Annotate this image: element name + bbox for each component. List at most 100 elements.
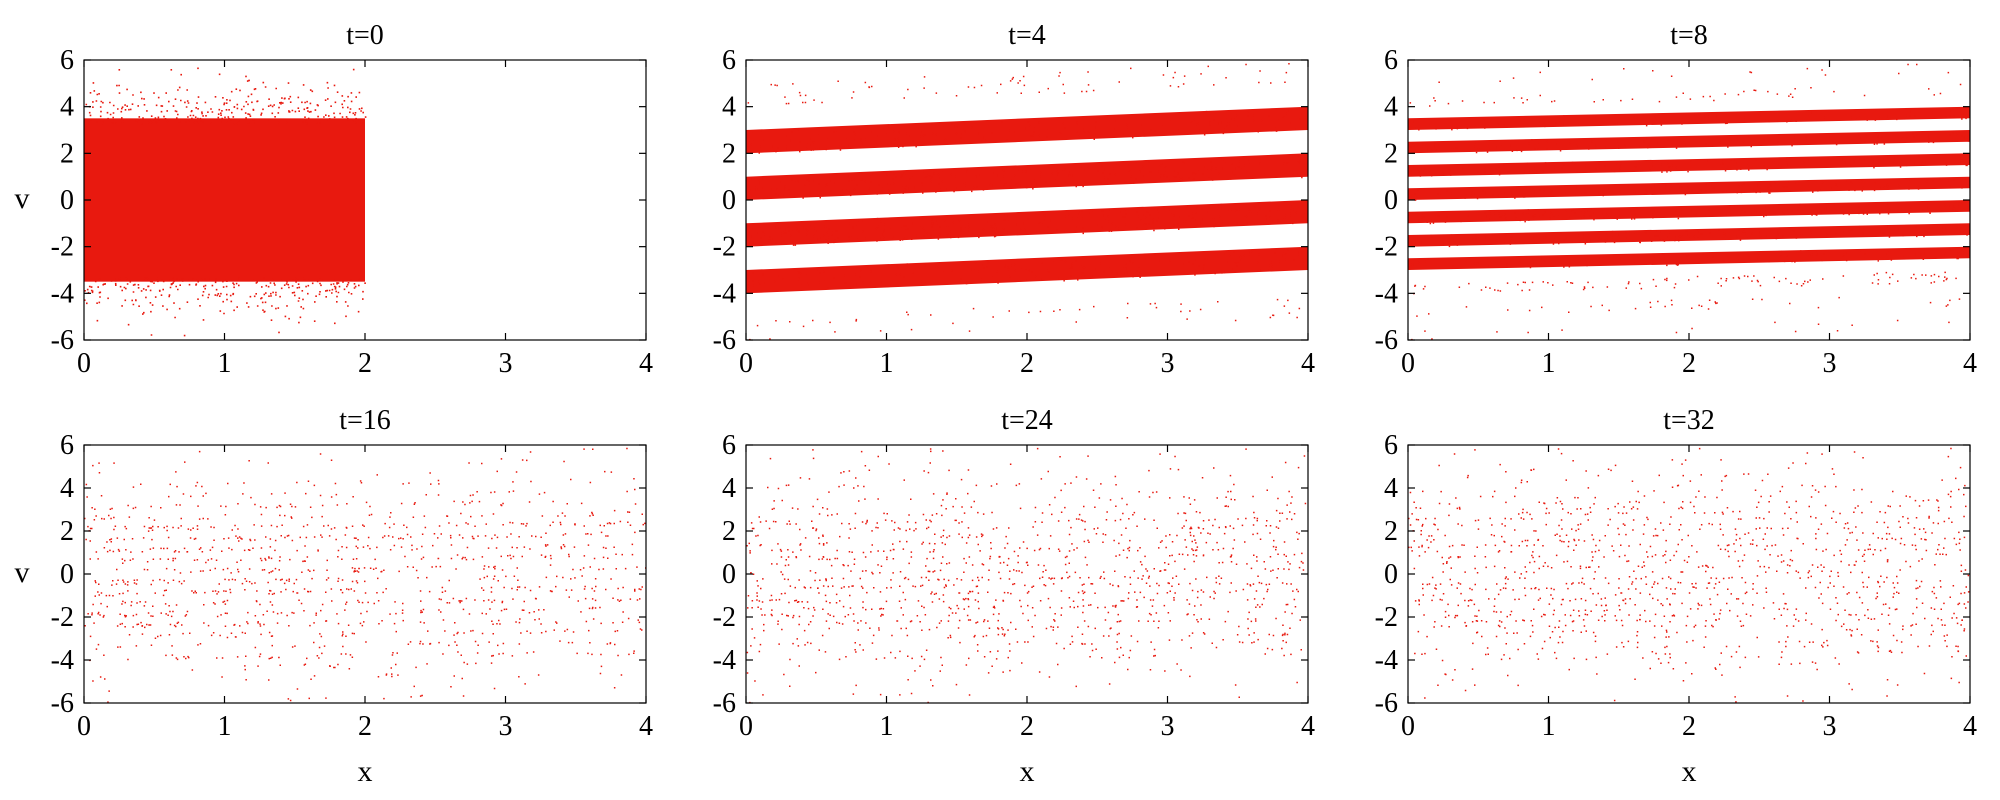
y-tick-label: 2: [60, 516, 74, 547]
scatter-points: [84, 68, 366, 337]
scatter-markers: [1408, 439, 1971, 707]
y-tick-label: -6: [51, 688, 74, 719]
y-tick-label: 4: [722, 473, 736, 504]
band: [746, 200, 1308, 247]
band-fills: [1408, 107, 1970, 270]
y-tick-label: 6: [1384, 430, 1398, 461]
y-tick-label: 4: [722, 92, 736, 123]
y-tick-label: 4: [1384, 473, 1398, 504]
x-tick-label: 3: [1161, 711, 1175, 742]
band: [1408, 153, 1970, 176]
x-tick-label: 3: [1161, 348, 1175, 379]
scatter-markers: [1408, 54, 1971, 345]
y-tick-label: -6: [51, 325, 74, 356]
y-tick-label: 0: [60, 559, 74, 590]
scatter-points: [1408, 439, 1971, 707]
band: [1408, 200, 1970, 223]
y-tick-label: -2: [1375, 602, 1398, 633]
plot-frame: [746, 60, 1308, 340]
y-tick-label: 2: [1384, 138, 1398, 169]
x-tick-label: 2: [358, 711, 372, 742]
x-tick-label: 1: [218, 711, 232, 742]
panel-title: t=0: [346, 20, 384, 51]
y-tick-label: 4: [1384, 92, 1398, 123]
y-tick-label: 6: [1384, 45, 1398, 76]
x-axis-label: x: [1020, 755, 1035, 788]
x-tick-label: 0: [739, 711, 753, 742]
x-tick-label: 2: [1020, 711, 1034, 742]
band: [1408, 107, 1970, 130]
y-tick-label: -4: [1375, 278, 1398, 309]
y-tick-label: -2: [51, 232, 74, 263]
x-tick-label: 0: [77, 348, 91, 379]
y-tick-label: 6: [60, 430, 74, 461]
x-tick-label: 3: [1823, 348, 1837, 379]
y-tick-label: -2: [713, 602, 736, 633]
plot-frame: [746, 445, 1308, 703]
y-tick-label: -4: [51, 645, 74, 676]
band: [746, 107, 1308, 154]
scatter-markers: [747, 63, 1310, 340]
y-axis-label: v: [15, 556, 30, 589]
x-tick-label: 4: [1301, 711, 1315, 742]
x-tick-label: 0: [1401, 348, 1415, 379]
y-tick-label: -4: [1375, 645, 1398, 676]
y-tick-label: 6: [60, 45, 74, 76]
y-axis-label: v: [15, 182, 30, 215]
panel-title: t=24: [1001, 405, 1053, 436]
y-tick-label: 2: [722, 138, 736, 169]
y-tick-label: -2: [713, 232, 736, 263]
y-tick-label: -4: [713, 278, 736, 309]
y-tick-label: 0: [722, 185, 736, 216]
plot-frame: [1408, 60, 1970, 340]
x-tick-label: 3: [1823, 711, 1837, 742]
y-tick-label: 6: [722, 45, 736, 76]
y-tick-label: 4: [60, 92, 74, 123]
x-tick-label: 1: [1542, 348, 1556, 379]
panel-title: t=4: [1008, 20, 1046, 51]
band: [1408, 130, 1970, 153]
x-tick-label: 1: [1542, 711, 1556, 742]
y-tick-label: -6: [713, 688, 736, 719]
plot-frame: [1408, 445, 1970, 703]
dense-core: [84, 118, 365, 281]
x-tick-label: 4: [639, 711, 653, 742]
x-tick-label: 4: [1301, 348, 1315, 379]
panel-title: t=16: [339, 405, 391, 436]
plot-frame: [84, 445, 646, 703]
x-tick-label: 0: [739, 348, 753, 379]
x-tick-label: 1: [218, 348, 232, 379]
x-tick-label: 2: [358, 348, 372, 379]
scatter-points: [84, 441, 647, 710]
y-tick-label: 0: [1384, 185, 1398, 216]
scatter-markers: [746, 441, 1309, 709]
y-tick-label: -6: [713, 325, 736, 356]
band: [1408, 177, 1970, 200]
y-tick-label: 0: [60, 185, 74, 216]
x-tick-label: 4: [1963, 348, 1977, 379]
panel-title: t=32: [1663, 405, 1715, 436]
x-tick-label: 3: [499, 711, 513, 742]
scatter-markers: [84, 441, 647, 710]
band: [1408, 247, 1970, 270]
y-tick-label: -4: [51, 278, 74, 309]
x-tick-label: 0: [1401, 711, 1415, 742]
x-tick-label: 4: [1963, 711, 1977, 742]
x-tick-label: 0: [77, 711, 91, 742]
y-tick-label: 4: [60, 473, 74, 504]
x-tick-label: 1: [880, 711, 894, 742]
y-tick-label: -2: [1375, 232, 1398, 263]
panel-title: t=8: [1670, 20, 1708, 51]
scatter-points: [746, 441, 1309, 709]
band-fills: [746, 107, 1308, 294]
y-tick-label: -4: [713, 645, 736, 676]
y-tick-label: 2: [722, 516, 736, 547]
x-axis-label: x: [358, 755, 373, 788]
x-tick-label: 3: [499, 348, 513, 379]
